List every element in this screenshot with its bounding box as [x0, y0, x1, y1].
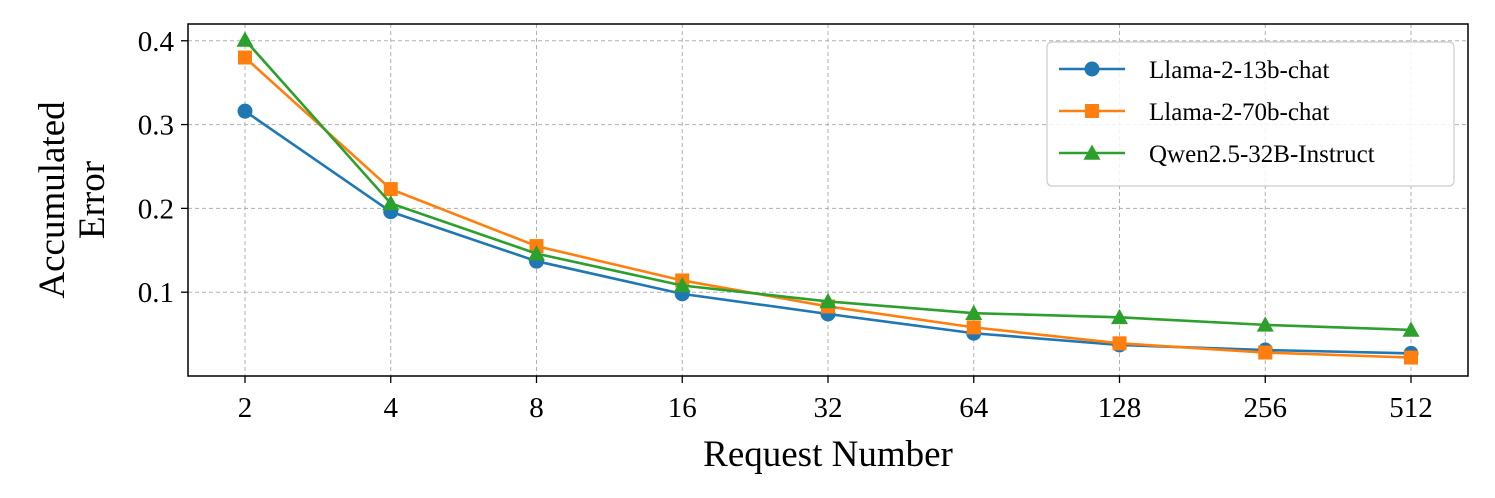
- y-tick-label: 0.3: [138, 110, 174, 142]
- y-axis-label: Accumulated Error: [32, 101, 113, 299]
- data-point-square: [1404, 350, 1418, 365]
- data-point-square: [383, 182, 398, 197]
- data-point-square: [1258, 345, 1273, 360]
- series-layer: [236, 31, 1420, 365]
- data-point-triangle: [528, 245, 545, 261]
- legend-marker-circle: [1084, 61, 1100, 77]
- legend: Llama-2-13b-chat Llama-2-70b-chat Qwen2.5-…: [1046, 41, 1455, 187]
- data-point-square: [1112, 336, 1127, 351]
- legend-label: Llama-2-70b-chat: [1149, 99, 1330, 126]
- data-point-square: [966, 320, 981, 335]
- legend-box: [1046, 41, 1455, 187]
- y-tick-label: 0.4: [138, 26, 175, 58]
- x-tick-label: 8: [529, 392, 544, 424]
- x-tick-label: 64: [959, 392, 989, 424]
- x-tick-label: 16: [668, 392, 697, 424]
- x-axis-label: Request Number: [703, 434, 953, 475]
- y-tick-label: 0.1: [138, 277, 174, 309]
- data-point-triangle: [819, 292, 837, 309]
- x-tick-label: 512: [1389, 392, 1433, 424]
- data-point-triangle: [965, 304, 983, 320]
- data-point-triangle: [382, 194, 400, 211]
- legend-marker-triangle: [1083, 144, 1101, 160]
- ticks: 2 4 8 16 32 64 128 256 512 0.1 0.2 0.3 0.4: [138, 26, 1433, 424]
- x-tick-label: 128: [1098, 392, 1142, 424]
- x-tick-label: 32: [814, 392, 843, 424]
- y-tick-label: 0.2: [138, 193, 174, 225]
- data-point-triangle: [1111, 308, 1128, 325]
- data-point-circle: [237, 103, 253, 119]
- data-point-triangle: [1256, 316, 1274, 332]
- x-tick-label: 4: [384, 392, 399, 424]
- y-axis-label-line-1: Accumulated: [32, 101, 73, 299]
- x-tick-label: 256: [1244, 392, 1288, 424]
- data-point-triangle: [673, 276, 691, 293]
- legend-label: Llama-2-13b-chat: [1149, 57, 1330, 84]
- legend-label: Qwen2.5-32B-Instruct: [1149, 141, 1375, 168]
- data-point-square: [238, 50, 252, 65]
- legend-marker-square: [1085, 104, 1099, 118]
- y-axis-label-line-2: Error: [72, 161, 113, 239]
- data-point-triangle: [1402, 321, 1420, 337]
- series-2: [236, 31, 1420, 337]
- legend-entry: Llama-2-70b-chat: [1059, 99, 1330, 126]
- legend-entry: Qwen2.5-32B-Instruct: [1059, 141, 1375, 168]
- x-tick-label: 2: [238, 392, 253, 424]
- legend-entry: Llama-2-13b-chat: [1059, 57, 1330, 84]
- data-point-triangle: [236, 31, 254, 47]
